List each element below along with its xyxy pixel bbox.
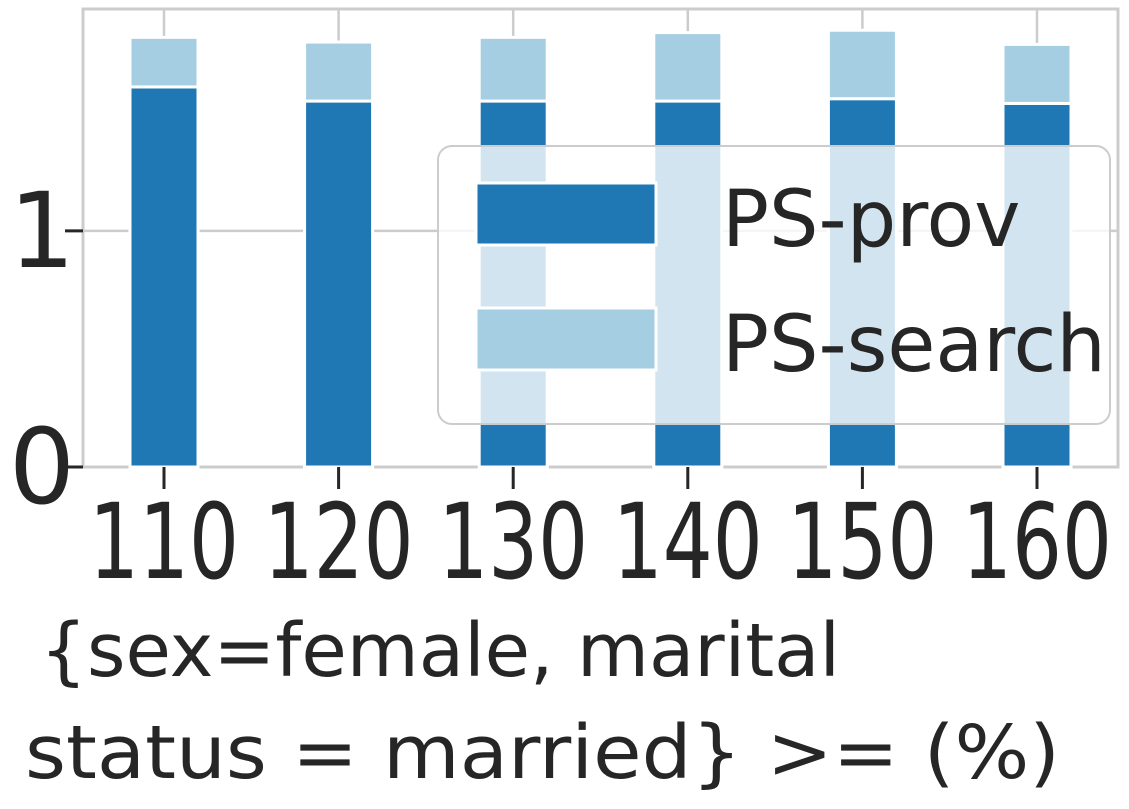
bar-ps-search-110 xyxy=(128,35,200,89)
bar-ps-search-140 xyxy=(652,31,724,103)
legend-label-ps-search: PS-search xyxy=(722,300,1106,390)
y-tick-label-0: 0 xyxy=(9,406,75,528)
x-axis: 110 120 130 140 150 160 xyxy=(89,467,1112,603)
bar-ps-prov-110 xyxy=(128,85,200,469)
legend-swatch-ps-prov xyxy=(474,181,658,247)
bar-ps-search-150 xyxy=(826,28,898,101)
x-tick-label-130: 130 xyxy=(438,481,588,603)
x-tick-label-120: 120 xyxy=(264,481,414,603)
x-tick-label-160: 160 xyxy=(962,481,1112,603)
legend-label-ps-prov: PS-prov xyxy=(722,175,1020,265)
x-tick-label-110: 110 xyxy=(89,481,239,603)
bar-ps-search-160 xyxy=(1001,42,1073,105)
x-tick-label-140: 140 xyxy=(613,481,763,603)
y-axis: 01 xyxy=(9,170,83,528)
x-axis-title-line-1: {sex=female, marital xyxy=(40,608,840,694)
bar-ps-search-120 xyxy=(303,40,375,103)
x-axis-title-line-2: status = married} >= (%) xyxy=(25,710,1060,796)
bar-ps-prov-120 xyxy=(303,99,375,469)
legend-swatch-ps-search xyxy=(474,306,658,372)
x-tick-label-150: 150 xyxy=(787,481,937,603)
legend: PS-prov PS-search xyxy=(437,145,1111,425)
y-tick-label-1: 1 xyxy=(9,170,75,292)
bar-ps-search-130 xyxy=(477,35,549,103)
